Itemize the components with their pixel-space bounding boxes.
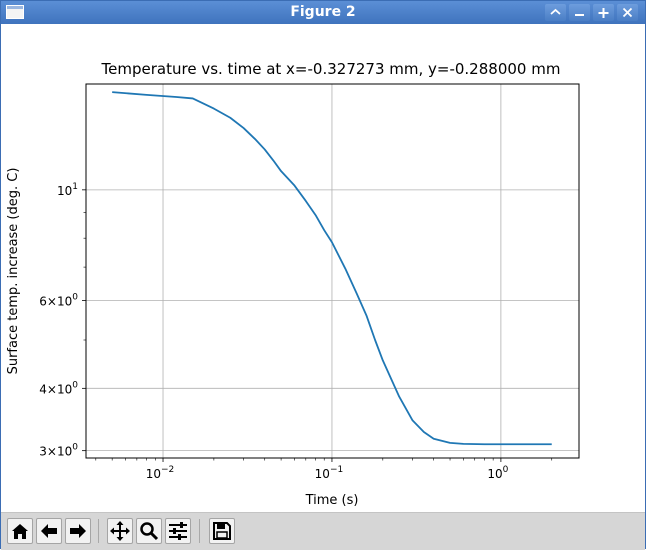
maximize-icon[interactable] (593, 4, 614, 21)
grid-lines (86, 84, 579, 458)
shade-icon[interactable] (545, 4, 566, 21)
app-window-icon[interactable] (6, 5, 24, 19)
floppy-disk-icon (213, 522, 231, 540)
pan-button[interactable] (107, 518, 133, 544)
save-button[interactable] (209, 518, 235, 544)
move-icon (110, 521, 130, 541)
axes-frame (85, 83, 580, 459)
configure-subplots-button[interactable] (165, 518, 191, 544)
sliders-icon (169, 522, 187, 540)
toolbar-separator (98, 519, 99, 543)
home-button[interactable] (7, 518, 33, 544)
arrow-left-icon (41, 524, 57, 538)
minimize-icon[interactable] (569, 4, 590, 21)
zoom-button[interactable] (136, 518, 162, 544)
y-axis-label: Surface temp. increase (deg. C) (6, 168, 21, 375)
magnifier-icon (140, 522, 159, 541)
x-axis-label: Time (s) (305, 493, 359, 508)
y-tick-label: 4×100 (39, 380, 78, 396)
chart-title: Temperature vs. time at x=-0.327273 mm, … (101, 60, 561, 78)
navigation-toolbar (1, 512, 645, 550)
series-line (112, 91, 552, 446)
home-icon (12, 524, 28, 539)
arrow-right-icon (70, 524, 86, 538)
toolbar-separator (199, 519, 200, 543)
close-icon[interactable] (617, 4, 638, 21)
title-bar[interactable]: Figure 2 (1, 1, 645, 24)
figure-background (1, 24, 645, 512)
figure-canvas[interactable]: Temperature vs. time at x=-0.327273 mm, … (1, 24, 645, 512)
back-button[interactable] (36, 518, 62, 544)
y-tick-label: 6×100 (39, 293, 78, 309)
window-title: Figure 2 (290, 4, 356, 20)
y-tick-label: 3×100 (39, 443, 78, 459)
forward-button[interactable] (65, 518, 91, 544)
